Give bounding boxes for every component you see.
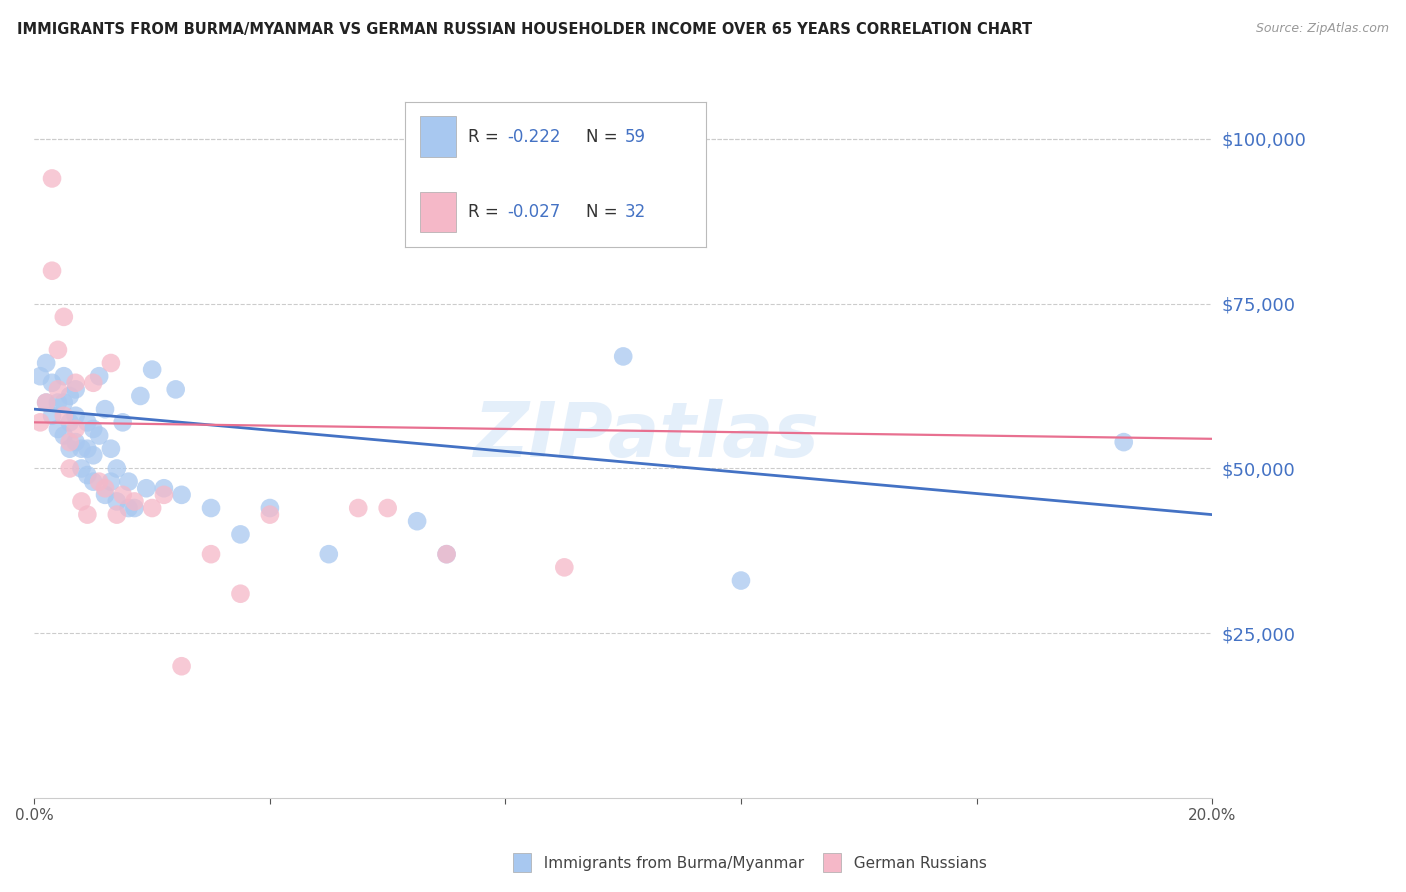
Point [46,343,69,357]
Point [76,415,98,429]
Point [59,415,82,429]
Point [377,501,399,516]
Point [100,475,122,489]
Point [124,501,146,516]
Point [111,415,134,429]
Text: IMMIGRANTS FROM BURMA/MYANMAR VS GERMAN RUSSIAN HOUSEHOLDER INCOME OVER 65 YEARS: IMMIGRANTS FROM BURMA/MYANMAR VS GERMAN … [17,22,1032,37]
Point [89,369,111,384]
Point [318,547,340,561]
Text: Source: ZipAtlas.com: Source: ZipAtlas.com [1256,22,1389,36]
Point [76,442,98,456]
Point [89,475,111,489]
Point [117,501,139,516]
Point [70,461,93,475]
Point [76,468,98,483]
Point [94,481,117,495]
Point [52,395,75,409]
Point [35,395,58,409]
Point [94,488,117,502]
Point [124,494,146,508]
Point [229,587,252,601]
Point [141,501,163,516]
Point [30,369,52,384]
Point [35,395,58,409]
Point [94,402,117,417]
Point [229,527,252,541]
Point [153,481,176,495]
Point [170,659,193,673]
Point [82,448,104,462]
Point [82,422,104,436]
Point [105,494,128,508]
Point [82,475,104,489]
Point [347,501,370,516]
Point [59,442,82,456]
Point [117,475,139,489]
Point [70,494,93,508]
Point [59,435,82,450]
Point [41,264,63,278]
Point [35,356,58,370]
Point [105,508,128,522]
Point [76,508,98,522]
Point [1112,435,1135,450]
Point [129,389,152,403]
Point [170,488,193,502]
Point [59,389,82,403]
Point [406,514,429,528]
Text: ZIPatlas: ZIPatlas [474,399,820,473]
Point [141,362,163,376]
Point [41,409,63,423]
Point [89,428,111,442]
Point [65,409,87,423]
Point [46,395,69,409]
Point [111,488,134,502]
Point [100,356,122,370]
Point [100,442,122,456]
Point [52,428,75,442]
Point [612,350,634,364]
Point [52,369,75,384]
Point [153,488,176,502]
Point [436,547,458,561]
Point [105,461,128,475]
Point [82,376,104,390]
Point [59,461,82,475]
Point [52,409,75,423]
Point [46,422,69,436]
Point [65,383,87,397]
Point [41,171,63,186]
Point [65,435,87,450]
Point [46,383,69,397]
Point [41,376,63,390]
Point [65,422,87,436]
Point [135,481,157,495]
Point [436,547,458,561]
Point [70,442,93,456]
Point [65,376,87,390]
Point [730,574,752,588]
Text: Immigrants from Burma/Myanmar: Immigrants from Burma/Myanmar [534,856,804,871]
Point [259,508,281,522]
Text: German Russians: German Russians [844,856,987,871]
Point [30,415,52,429]
Point [200,547,222,561]
Point [259,501,281,516]
Point [52,310,75,324]
Point [200,501,222,516]
Point [553,560,575,574]
Point [165,383,187,397]
